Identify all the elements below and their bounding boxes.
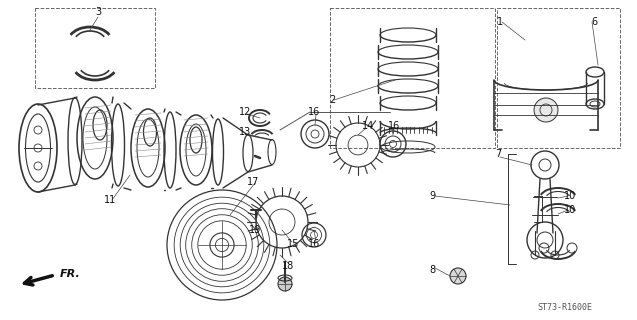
Text: 3: 3 [95,7,101,17]
Text: 11: 11 [104,195,116,205]
Bar [35,8,155,88]
Text: 1: 1 [497,17,503,27]
Text: 17: 17 [247,177,259,187]
Text: 16: 16 [308,239,320,249]
Text: FR.: FR. [60,269,81,279]
Text: 16: 16 [388,121,400,131]
Text: 15: 15 [287,239,299,249]
Circle shape [278,277,292,291]
Text: ST73-R1600E: ST73-R1600E [538,303,592,313]
Text: 7: 7 [495,149,501,159]
Text: 9: 9 [429,191,435,201]
Text: 10: 10 [564,205,576,215]
Text: 12: 12 [239,107,251,117]
Text: 18: 18 [282,261,294,271]
Text: 13: 13 [239,127,251,137]
Bar [497,8,620,148]
Circle shape [450,268,466,284]
Text: 10: 10 [564,191,576,201]
Text: 8: 8 [429,265,435,275]
Text: 19: 19 [249,225,261,235]
Text: 14: 14 [362,121,374,131]
Circle shape [534,98,558,122]
Text: 2: 2 [329,95,335,105]
Bar [330,8,495,148]
Text: 6: 6 [591,17,597,27]
Text: 16: 16 [308,107,320,117]
